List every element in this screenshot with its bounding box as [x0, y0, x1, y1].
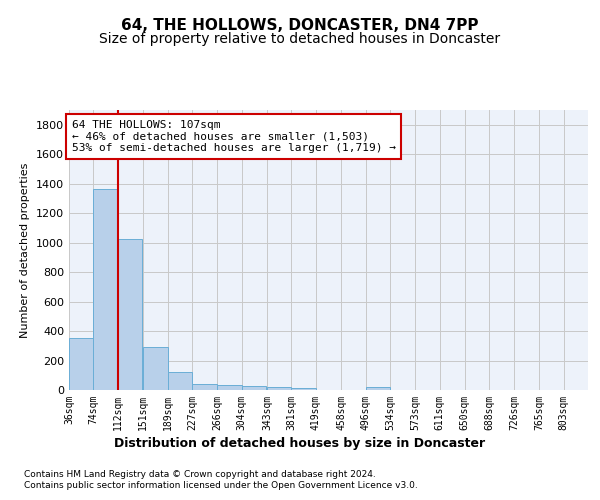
Bar [143, 348, 167, 390]
Text: 64, THE HOLLOWS, DONCASTER, DN4 7PP: 64, THE HOLLOWS, DONCASTER, DN4 7PP [121, 18, 479, 32]
Text: Contains public sector information licensed under the Open Government Licence v3: Contains public sector information licen… [24, 481, 418, 490]
Text: 64 THE HOLLOWS: 107sqm
← 46% of detached houses are smaller (1,503)
53% of semi-: 64 THE HOLLOWS: 107sqm ← 46% of detached… [71, 120, 395, 153]
Bar [267, 387, 292, 390]
Y-axis label: Number of detached properties: Number of detached properties [20, 162, 31, 338]
Text: Size of property relative to detached houses in Doncaster: Size of property relative to detached ho… [100, 32, 500, 46]
Bar [217, 385, 242, 390]
Text: Contains HM Land Registry data © Crown copyright and database right 2024.: Contains HM Land Registry data © Crown c… [24, 470, 376, 479]
Bar [365, 387, 390, 390]
Bar [69, 338, 94, 390]
Text: Distribution of detached houses by size in Doncaster: Distribution of detached houses by size … [115, 438, 485, 450]
Bar [94, 189, 118, 390]
Bar [292, 388, 316, 390]
Bar [192, 384, 217, 390]
Bar [167, 372, 192, 390]
Bar [118, 239, 142, 390]
Bar [242, 386, 266, 390]
